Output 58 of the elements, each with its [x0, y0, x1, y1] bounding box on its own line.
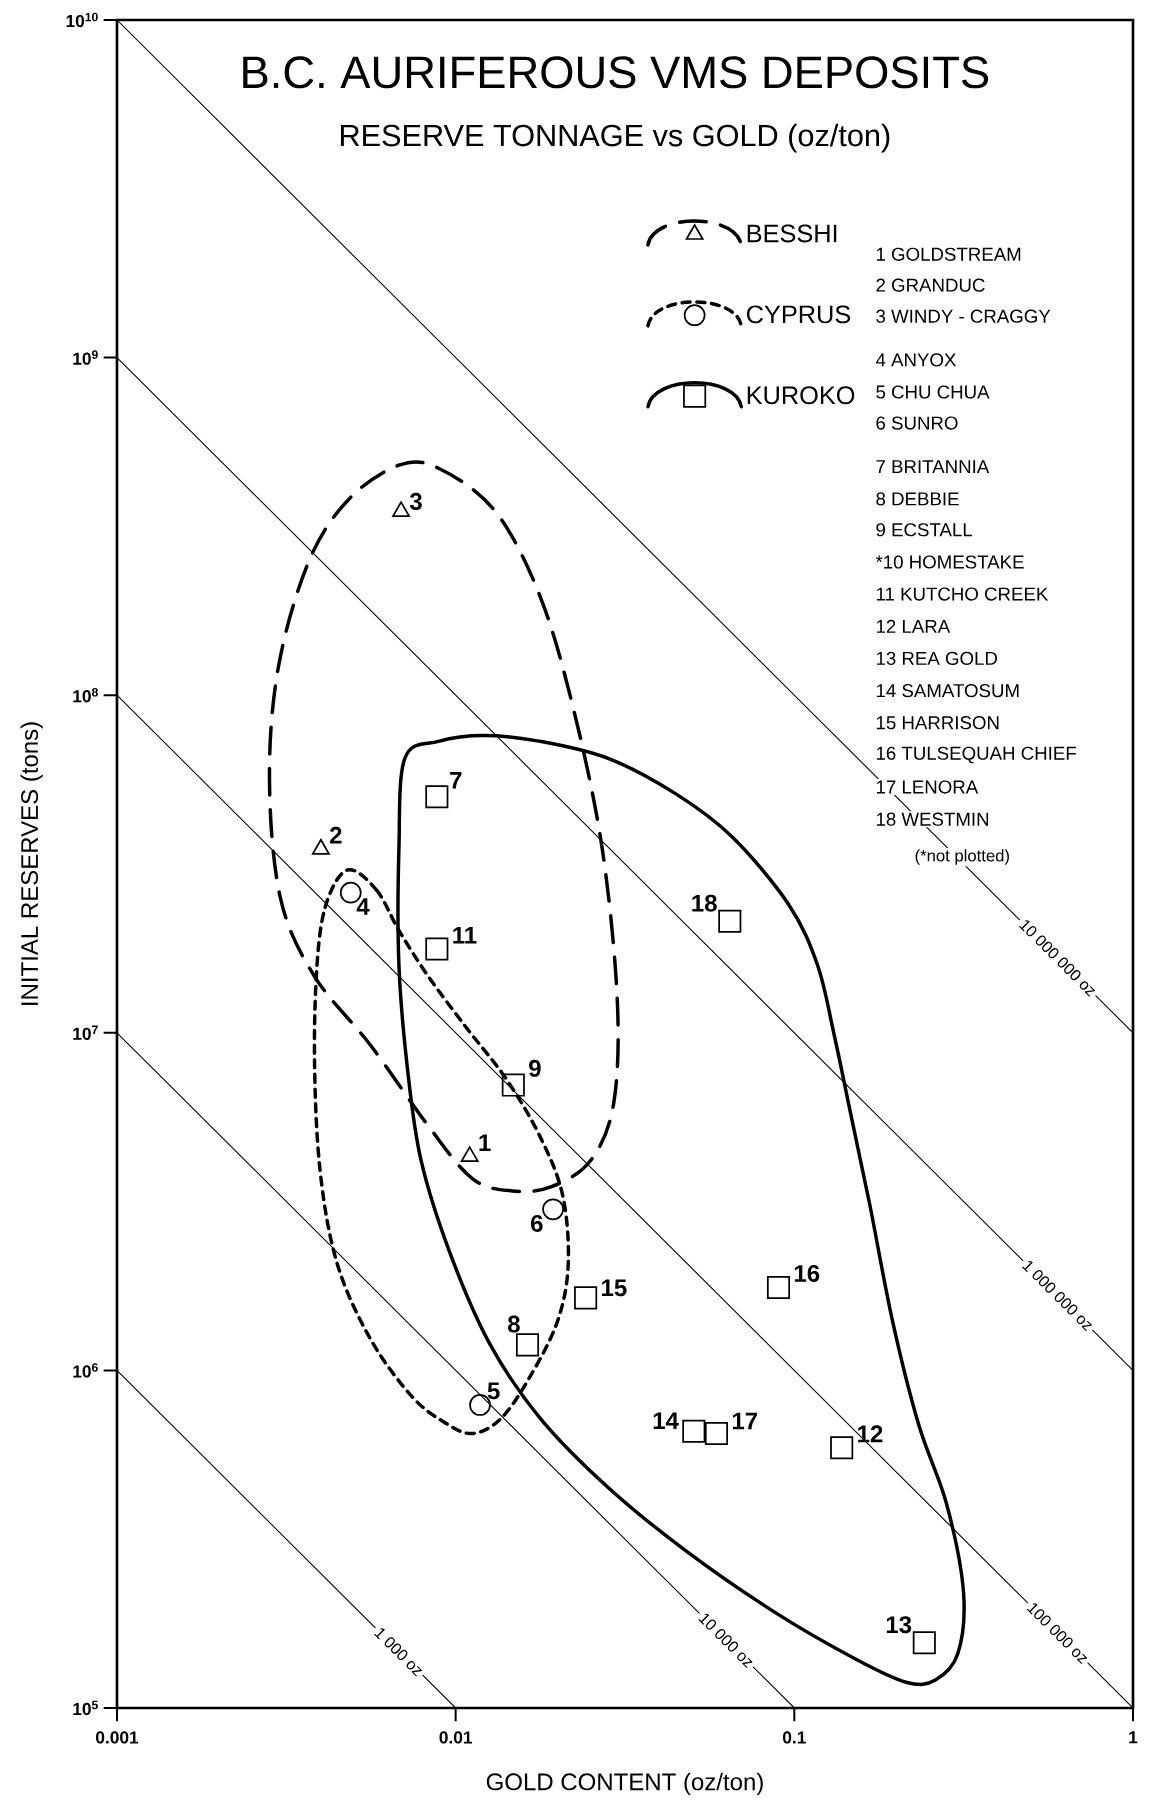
x-tick-label: 0.001 — [95, 1731, 139, 1744]
annotation: 7 BRITANNIA — [876, 460, 990, 474]
annotation: 17 — [732, 1412, 758, 1430]
y-axis-title: INITIAL RESERVES (tons) — [20, 722, 43, 1005]
annotation: 2 GRANDUC — [876, 278, 985, 292]
annotation: 9 ECSTALL — [876, 523, 973, 537]
annotation: 4 ANYOX — [875, 353, 957, 367]
y-tick-label: 10$^{9}$ — [73, 350, 98, 365]
annotation: 6 — [531, 1214, 543, 1232]
annotation: 3 WINDY - CRAGGY — [876, 309, 1051, 323]
annotation: 12 — [858, 1425, 883, 1443]
legend-label: BESSHI — [747, 224, 837, 243]
y-tick-label: 10$^{5}$ — [73, 1700, 98, 1716]
annotation: 9 — [529, 1059, 541, 1077]
x-axis-title: GOLD CONTENT (oz/ton) — [486, 1772, 763, 1796]
annotation: 11 KUTCHO CREEK — [876, 587, 1049, 601]
annotation: 12 LARA — [876, 619, 951, 633]
annotation: 1 000 000 oz — [1022, 1260, 1092, 1332]
y-tick-label: 10$^{7}$ — [73, 1025, 98, 1040]
annotation: 13 REA GOLD — [876, 651, 998, 665]
annotation: 18 — [692, 894, 717, 912]
annotation: 10 000 oz — [698, 1613, 753, 1669]
y-tick-label: 10$^{10}$ — [66, 12, 98, 28]
annotation: 6 SUNRO — [876, 416, 958, 430]
legend-label: KUROKO — [747, 386, 855, 405]
annotation: 1 GOLDSTREAM — [876, 247, 1021, 261]
annotation: 100 000 oz — [1026, 1603, 1088, 1665]
annotation: (*not plotted) — [915, 849, 1009, 865]
annotation: 15 HARRISON — [876, 716, 999, 730]
annotation: 16 TULSEQUAH CHIEF — [876, 746, 1076, 764]
annotation: 16 — [794, 1264, 820, 1282]
annotation: 2 — [329, 826, 342, 844]
annotation: 14 SAMATOSUM — [876, 683, 1019, 698]
annotation: 1 — [479, 1134, 491, 1151]
annotation: 3 — [409, 492, 422, 510]
annotation: 8 — [507, 1315, 520, 1333]
x-tick-label: 0.1 — [782, 1731, 806, 1744]
text: B.C. AURIFEROUS VMS DEPOSITS — [243, 56, 989, 89]
annotation: 11 — [453, 926, 477, 944]
annotation: 5 — [487, 1382, 500, 1400]
x-tick-label: 1 — [1129, 1731, 1138, 1744]
annotation: *10 HOMESTAKE — [875, 555, 1024, 569]
annotation: 15 — [602, 1279, 627, 1297]
annotation: 8 DEBBIE — [876, 492, 959, 506]
annotation: 10 000 000 oz — [1018, 920, 1096, 997]
annotation: 1 000 oz — [374, 1628, 423, 1677]
annotation: 7 — [450, 772, 462, 789]
x-tick-label: 0.01 — [439, 1731, 473, 1744]
annotation: 13 — [886, 1616, 912, 1634]
annotation: 5 CHU CHUA — [876, 385, 990, 399]
annotation: 18 WESTMIN — [876, 812, 989, 826]
legend-label: CYPRUS — [746, 305, 851, 324]
annotation: 17 LENORA — [876, 780, 979, 794]
annotation: 14 — [653, 1412, 679, 1429]
text: RESERVE TONNAGE vs GOLD (oz/ton) — [340, 123, 890, 153]
annotation: 4 — [356, 898, 370, 915]
y-tick-label: 10$^{6}$ — [73, 1363, 98, 1378]
y-tick-label: 10$^{8}$ — [73, 687, 98, 703]
